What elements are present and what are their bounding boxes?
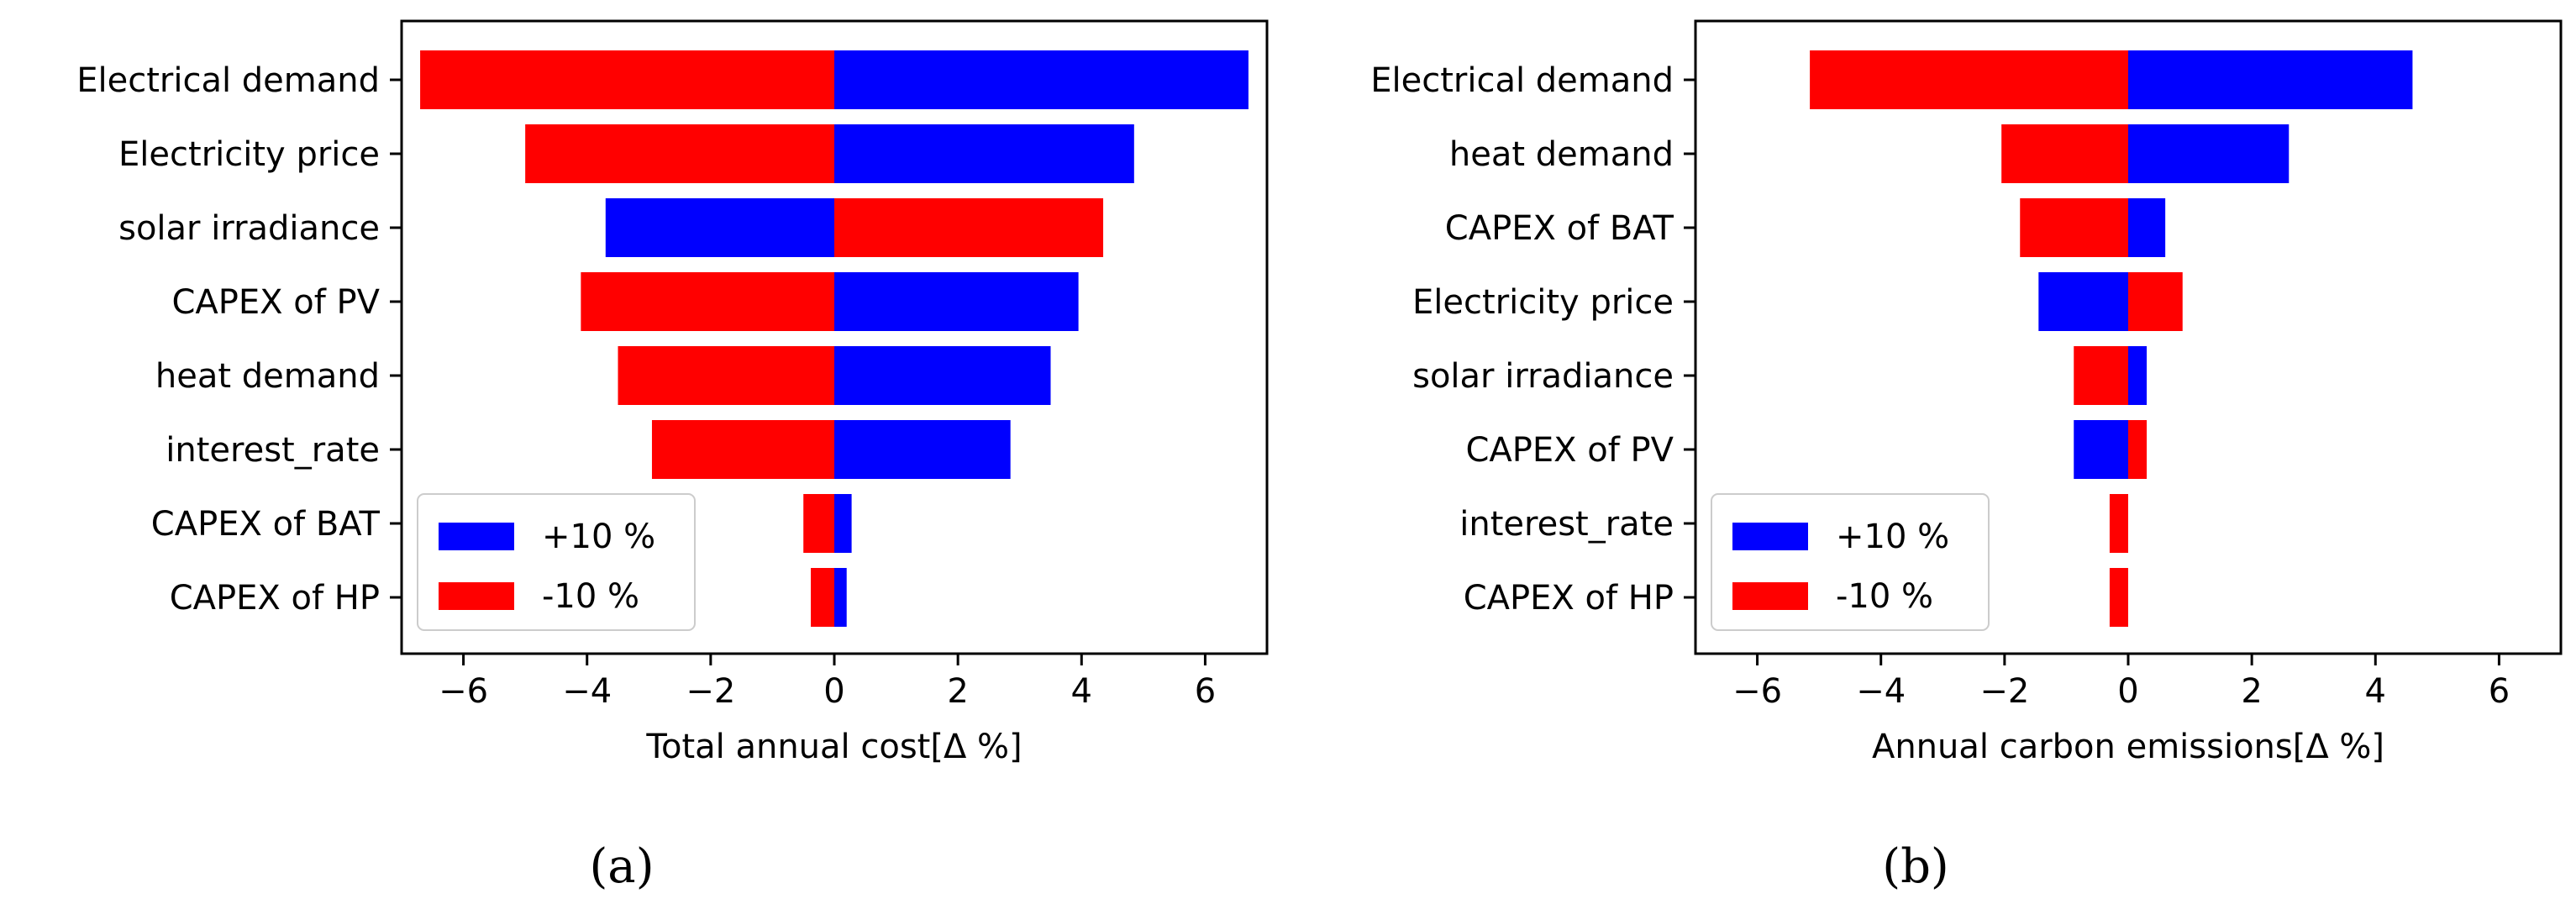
legend-label-minus: -10 % <box>1836 577 1933 616</box>
chart-panel-b: Electrical demand heat demand CAPEX of BAT… <box>1370 19 2563 894</box>
bar-plus-2 <box>605 198 834 257</box>
y-tick-label: heat demand <box>1449 135 1674 174</box>
legend-swatch-minus <box>439 582 514 610</box>
x-tick-label: −6 <box>439 672 488 711</box>
legend-swatch-plus <box>439 523 514 550</box>
x-tick-label: 0 <box>823 672 844 711</box>
bar-minus-7 <box>2109 568 2128 627</box>
x-axis-ticks: −6 −4 −2 0 2 4 6 <box>1732 654 2510 711</box>
bars-group <box>1810 50 2413 627</box>
bar-plus-1 <box>2128 124 2289 183</box>
x-tick-label: −4 <box>1856 672 1906 711</box>
x-axis-ticks: −6 −4 −2 0 2 4 6 <box>439 654 1216 711</box>
bar-plus-0 <box>834 50 1249 109</box>
bar-plus-0 <box>2128 50 2413 109</box>
x-tick-label: 4 <box>1071 672 1092 711</box>
y-tick-label: CAPEX of HP <box>170 579 380 618</box>
x-tick-label: −2 <box>1979 672 2029 711</box>
y-tick-label: CAPEX of PV <box>1465 431 1674 470</box>
x-tick-label: 2 <box>947 672 968 711</box>
x-tick-label: 0 <box>2117 672 2138 711</box>
bar-minus-2 <box>2020 198 2128 257</box>
bar-plus-1 <box>834 124 1134 183</box>
y-tick-label: solar irradiance <box>118 209 380 248</box>
y-tick-label: CAPEX of PV <box>171 283 380 322</box>
legend-label-plus: +10 % <box>1836 518 1949 556</box>
x-tick-label: 6 <box>2489 672 2510 711</box>
y-axis-ticks: Electrical demand heat demand CAPEX of BAT… <box>1370 61 1695 618</box>
bar-plus-7 <box>834 568 847 627</box>
y-tick-label: Electrical demand <box>1370 61 1674 100</box>
y-tick-label: interest_rate <box>166 431 380 470</box>
bar-minus-0 <box>420 50 834 109</box>
chart-panel-a: Electrical demand Electricity price solar … <box>76 19 1269 894</box>
bar-plus-4 <box>834 346 1051 405</box>
bar-minus-5 <box>2128 420 2148 479</box>
legend: +10 % -10 % <box>417 493 696 631</box>
x-tick-label: −2 <box>686 672 735 711</box>
x-tick-label: −4 <box>562 672 612 711</box>
bar-minus-3 <box>2128 272 2183 331</box>
bar-minus-6 <box>2109 494 2128 553</box>
bars-group <box>420 50 1249 627</box>
bar-minus-7 <box>811 568 834 627</box>
y-tick-label: interest_rate <box>1459 505 1674 544</box>
bar-minus-0 <box>1810 50 2128 109</box>
y-tick-label: heat demand <box>155 357 380 396</box>
legend-label-minus: -10 % <box>542 577 639 616</box>
bar-plus-5 <box>834 420 1011 479</box>
y-axis-ticks: Electrical demand Electricity price solar … <box>76 61 402 618</box>
y-tick-label: Electricity price <box>118 135 380 174</box>
bar-plus-6 <box>834 494 852 553</box>
legend-swatch-plus <box>1732 523 1808 550</box>
bar-minus-5 <box>651 420 834 479</box>
panel-label: (a) <box>589 839 654 894</box>
x-tick-label: −6 <box>1732 672 1782 711</box>
bar-minus-6 <box>803 494 834 553</box>
x-axis-title: Total annual cost[Δ %] <box>645 728 1022 766</box>
bar-plus-2 <box>2128 198 2166 257</box>
x-tick-label: 2 <box>2241 672 2262 711</box>
y-tick-label: CAPEX of BAT <box>151 505 381 544</box>
y-tick-label: Electrical demand <box>76 61 380 100</box>
bar-minus-4 <box>618 346 834 405</box>
bar-plus-3 <box>2038 272 2128 331</box>
legend-label-plus: +10 % <box>542 518 655 556</box>
bar-minus-4 <box>2074 346 2128 405</box>
x-axis-title: Annual carbon emissions[Δ %] <box>1872 728 2384 766</box>
y-tick-label: solar irradiance <box>1412 357 1674 396</box>
x-tick-label: 4 <box>2365 672 2386 711</box>
y-tick-label: Electricity price <box>1412 283 1674 322</box>
bar-plus-4 <box>2128 346 2148 405</box>
legend-swatch-minus <box>1732 582 1808 610</box>
legend: +10 % -10 % <box>1711 493 1990 631</box>
bar-minus-2 <box>834 198 1104 257</box>
y-tick-label: CAPEX of BAT <box>1445 209 1674 248</box>
panel-label: (b) <box>1882 839 1949 894</box>
y-tick-label: CAPEX of HP <box>1464 579 1674 618</box>
bar-minus-1 <box>525 124 834 183</box>
bar-minus-3 <box>581 272 834 331</box>
bar-minus-1 <box>2001 124 2128 183</box>
x-tick-label: 6 <box>1195 672 1216 711</box>
bar-plus-5 <box>2074 420 2128 479</box>
bar-plus-3 <box>834 272 1079 331</box>
